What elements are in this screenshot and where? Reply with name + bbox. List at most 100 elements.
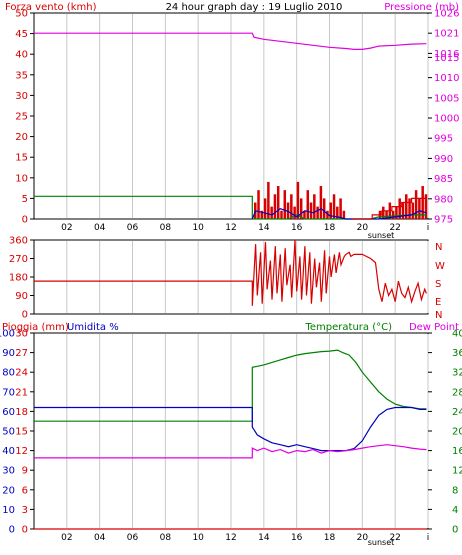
dewpoint-line [34,444,427,459]
wind-bar [319,186,323,219]
wind-tick-label: 45 [15,29,28,40]
temp-x-tick-label: 22 [389,533,400,543]
humidity-tick-label: 40 [2,446,15,457]
rain-tick-label: 0 [22,525,28,536]
temperature-tick-label: 32 [452,368,462,379]
wind-tick-label: 10 [15,173,28,184]
humidity-tick-label: 60 [2,407,15,418]
wind-bar [342,210,346,219]
rain-tick-label: 6 [22,485,28,496]
wind-x-tick-label: 06 [127,223,139,233]
wind-x-tick-label: 18 [324,223,336,233]
pressure-tick-label: 1005 [434,93,459,104]
temp-x-tick-label: 02 [61,533,72,543]
temp-x-tick-label: 06 [127,533,139,543]
wind-bar [299,198,303,219]
temperature-tick-label: 40 [452,329,462,340]
direction-tick-label: 360 [9,236,28,247]
temp-x-tick-label: 18 [324,533,336,543]
temp-x-tick-label: 08 [160,533,172,543]
compass-labels: N W S E N [435,242,445,321]
wind-bar [391,210,395,219]
pressure-tick-label: 990 [434,154,453,165]
wind-bar [332,194,336,219]
wind-bar [257,190,260,219]
wind-tick-label: 15 [15,153,28,164]
rain-tick-label: 15 [15,427,28,438]
wind-tick-label: 35 [15,70,28,81]
pressure-tick-label: 1010 [434,73,459,84]
humidity-tick-label: 80 [2,368,15,379]
wind-bar [405,194,408,219]
wind-bar [316,206,319,219]
wind-x-tick-label: 02 [61,223,72,233]
wind-pressure-chart: Forza vento (kmh) 24 hour graph day : 19… [5,2,459,240]
wind-bar [329,202,332,219]
wind-x-ticks: 02 04 06 08 10 12 14 16 18 20 22 i [61,223,429,233]
direction-y-ticks: 0 90 180 270 360 [9,236,34,321]
temp-x-tick-label: 20 [357,533,369,543]
gust-line [352,197,427,220]
direction-line [34,239,427,306]
wind-x-tick-label: 20 [357,223,369,233]
wind-bar [293,206,296,219]
wind-bar [339,198,342,219]
temperature-tick-label: 8 [452,485,458,496]
pressure-tick-label: 1000 [434,114,459,125]
temperature-tick-label: 0 [452,525,458,536]
rain-tick-label: 18 [15,407,28,418]
rain-tick-label: 24 [15,368,28,379]
wind-bar [303,210,306,219]
wind-bar [260,210,264,219]
humidity-tick-label: 90 [2,348,15,359]
rain-humidity-temp-chart: Pioggia (mm) Umidita % Temperatura (°C) … [0,322,462,547]
temperature-line [34,349,427,422]
wind-bar [418,198,421,219]
wind-bar [286,202,290,219]
dewpoint-axis-label: Dew Point [409,322,459,333]
humidity-tick-label: 30 [2,466,15,477]
temperature-tick-label: 28 [452,387,462,398]
rain-tick-label: 30 [15,329,28,340]
compass-s: S [435,279,441,290]
temperature-axis-label: Temperatura (°C) [304,322,392,333]
wind-bar [313,194,316,219]
humidity-tick-label: 70 [2,387,15,398]
wind-tick-label: 25 [15,112,28,123]
wind-bar [382,206,385,219]
humidity-tick-label: 100 [0,329,15,340]
wind-tick-label: 30 [15,91,28,102]
temperature-tick-label: 4 [452,505,458,516]
rain-tick-label: 21 [15,387,28,398]
wind-bar [395,206,398,219]
temperature-tick-label: 12 [452,466,462,477]
temperature-tick-label: 20 [452,427,462,438]
wind-tick-label: 40 [15,50,28,61]
humidity-tick-label: 50 [2,427,15,438]
wind-bar [273,194,277,219]
pressure-tick-label: 980 [434,194,453,205]
wind-bars [253,181,428,219]
wind-bar [326,210,329,219]
temperature-tick-label: 36 [452,348,462,359]
wind-x-tick-label: 10 [192,223,204,233]
pressure-line [34,32,427,51]
wind-bar [411,202,415,219]
wind-tick-label: 0 [22,215,28,226]
wind-x-tick-label: 08 [160,223,172,233]
wind-bar [385,210,388,219]
sunset-label-bottom: sunset [368,538,395,547]
wind-tick-label: 5 [22,194,28,205]
compass-w: W [435,261,445,272]
wind-x-tick-label: 22 [389,223,400,233]
wind-bar [336,206,339,219]
wind-y-ticks: 0 5 10 15 20 25 30 35 40 45 50 [15,9,34,226]
temp-series [34,349,427,530]
wind-x-tick-label: 04 [94,223,106,233]
wind-direction-chart: 0 90 180 270 360 N W S E N [9,236,445,322]
wind-bar [424,194,428,219]
wind-bar [421,186,424,219]
temperature-tick-label: 24 [452,407,462,418]
